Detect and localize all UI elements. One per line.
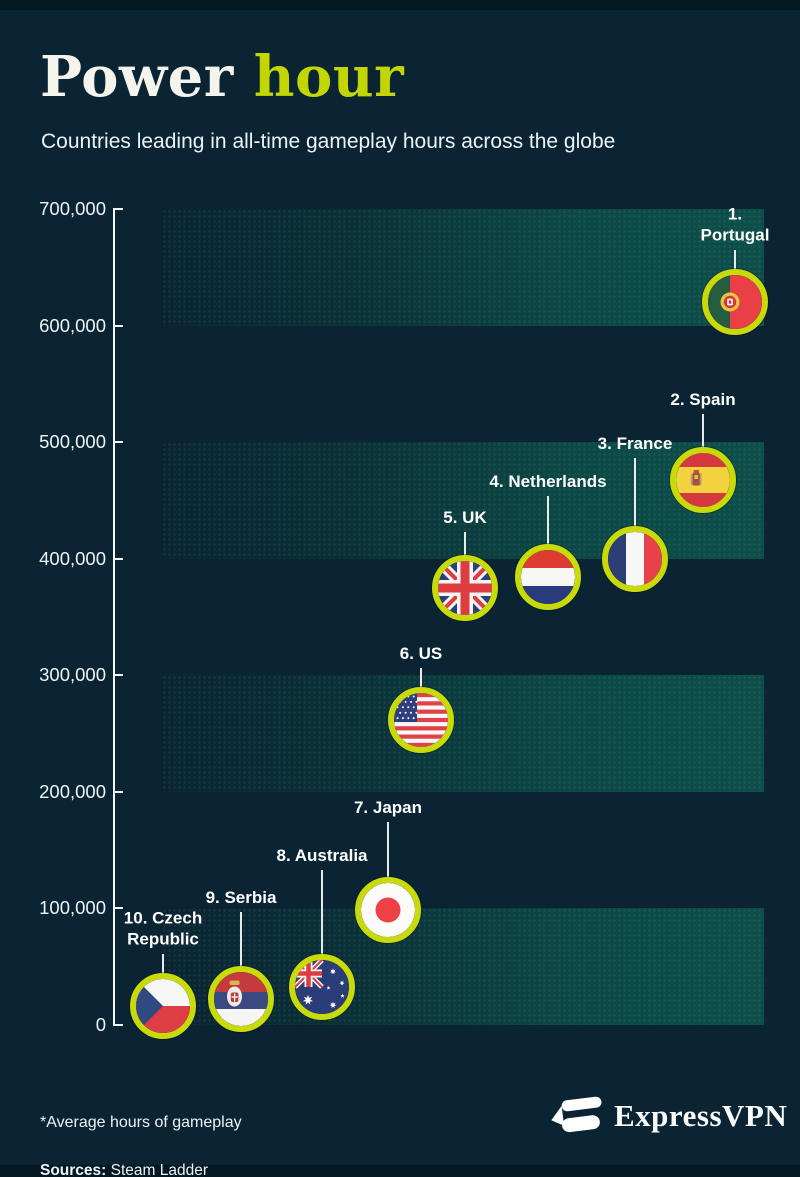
y-axis-label: 100,000 <box>39 897 106 918</box>
country-label-uk: 5. UK <box>443 507 487 527</box>
y-axis-tick <box>114 441 123 443</box>
flag-france <box>602 525 668 592</box>
y-axis-tick <box>114 907 123 909</box>
y-axis-label: 700,000 <box>39 198 106 219</box>
y-axis-tick <box>114 674 123 676</box>
connector-line <box>547 496 549 547</box>
y-axis-tick <box>114 790 123 793</box>
country-label-japan: 7. Japan <box>353 797 423 817</box>
title-word-hour: hour <box>253 44 405 110</box>
flag-serbia <box>208 965 274 1032</box>
y-axis-line <box>113 208 115 1026</box>
y-axis-tick <box>114 1023 123 1026</box>
flag-us <box>388 687 454 754</box>
footnote: *Average hours of gameplay <box>40 1114 242 1131</box>
top-edge-strip <box>0 0 800 10</box>
flag-japan <box>355 877 421 944</box>
chart-band <box>162 209 764 326</box>
flag-australia <box>289 954 355 1021</box>
connector-line <box>702 414 704 450</box>
connector-line <box>634 458 636 528</box>
flag-netherlands <box>515 544 581 611</box>
y-axis-label: 0 <box>95 1013 106 1035</box>
connector-line <box>162 954 164 975</box>
country-label-serbia: 9. Serbia <box>205 887 277 907</box>
connector-line <box>734 250 736 272</box>
y-axis-label: 600,000 <box>39 314 106 336</box>
page-title: Power hour <box>40 48 404 107</box>
expressvpn-icon <box>551 1096 602 1133</box>
flag-spain <box>670 447 736 514</box>
connector-line <box>420 668 422 690</box>
country-label-us: 6. US <box>399 643 443 663</box>
sources-line: Sources: Steam Ladder <box>40 1162 208 1177</box>
chart-band <box>162 675 764 792</box>
y-axis-label: 500,000 <box>39 431 106 452</box>
connector-line <box>387 822 389 880</box>
brand-logo: ExpressVPN <box>550 1094 787 1138</box>
y-axis-tick <box>114 557 123 560</box>
y-axis-label: 400,000 <box>39 547 106 569</box>
country-label-france: 3. France <box>597 433 673 453</box>
flag-czech <box>130 972 196 1039</box>
page-subtitle: Countries leading in all-time gameplay h… <box>41 130 616 153</box>
y-axis-label: 200,000 <box>39 780 106 802</box>
country-label-spain: 2. Spain <box>670 389 736 409</box>
country-label-australia: 8. Australia <box>276 845 368 865</box>
connector-line <box>240 912 242 968</box>
y-axis-label: 300,000 <box>39 664 106 685</box>
connector-line <box>464 532 466 557</box>
sources-label: Sources: <box>40 1161 107 1177</box>
bottom-edge-strip <box>0 1165 800 1177</box>
connector-line <box>321 870 323 957</box>
country-label-portugal: 1. Portugal <box>700 204 770 245</box>
title-word-power: Power <box>40 44 234 110</box>
y-axis-tick <box>114 208 123 210</box>
country-label-netherlands: 4. Netherlands <box>489 471 607 491</box>
country-label-czech: 10. Czech Republic <box>123 908 203 949</box>
brand-wordmark: ExpressVPN <box>614 1098 788 1133</box>
sources-value: Steam Ladder <box>110 1161 209 1177</box>
y-axis-tick <box>114 324 123 327</box>
flag-uk <box>432 554 498 621</box>
chart-band <box>162 442 764 559</box>
flag-portugal <box>702 269 768 336</box>
